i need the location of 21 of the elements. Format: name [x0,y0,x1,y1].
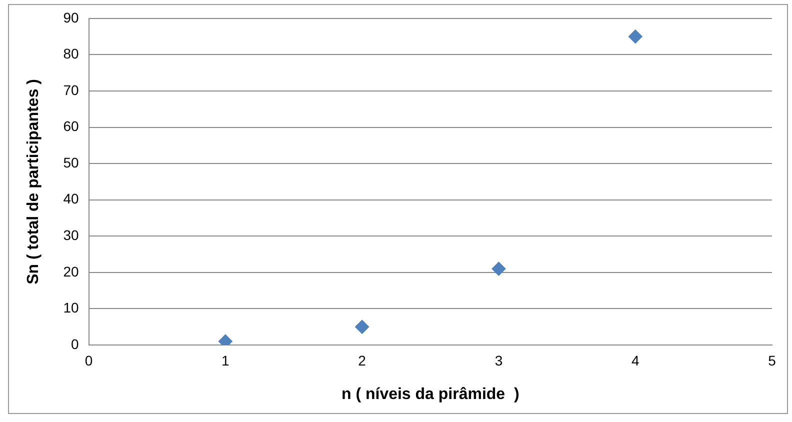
point [628,30,642,44]
y-tick-label: 20 [63,263,79,280]
x-tick-label: 3 [494,352,503,368]
y-axis-title: Sn ( total de participantes ) [25,79,42,284]
y-tick-label: 60 [63,118,79,134]
y-tick-label: 0 [70,336,79,352]
x-tick-label: 2 [358,352,366,368]
y-tick-label: 90 [63,9,79,26]
y-tick-label: 30 [63,226,79,243]
x-tick-label: 1 [222,352,230,368]
point [355,320,370,334]
x-tick-label: 4 [631,352,640,368]
point [492,262,506,276]
x-tick-label: 5 [768,352,776,368]
y-tick-label: 10 [63,300,79,316]
y-tick-label: 70 [63,82,79,98]
x-tick-label: 0 [84,352,93,368]
y-tick-label: 80 [63,46,79,62]
y-tick-label: 50 [63,154,79,170]
x-axis-title: n ( níveis da pirâmide ) [341,386,520,403]
y-tick-label: 40 [63,190,79,207]
